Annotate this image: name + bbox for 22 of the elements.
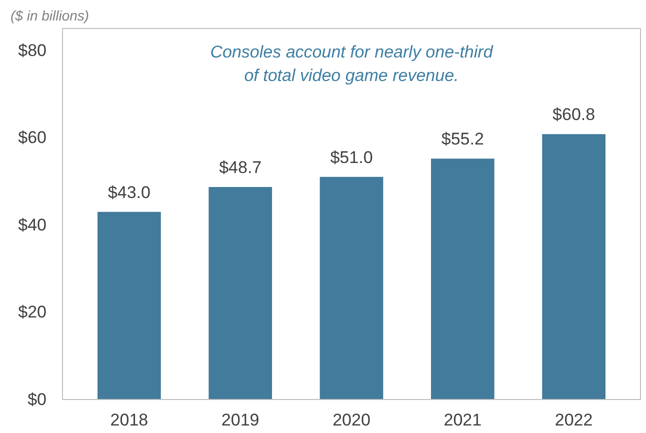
x-tick-label: 2020: [332, 410, 370, 430]
bar: [320, 176, 384, 400]
y-tick-label: $60: [18, 128, 47, 148]
bar: [542, 134, 606, 400]
data-label: $60.8: [552, 105, 596, 124]
data-label: $43.0: [108, 182, 150, 202]
bar: [98, 212, 161, 400]
y-tick-label: $40: [18, 215, 47, 234]
data-label: $55.2: [441, 130, 484, 149]
chart-subtitle: ($ in billions): [10, 8, 90, 24]
y-tick-label: $20: [18, 302, 47, 322]
y-tick-label: $0: [28, 390, 47, 409]
x-tick-label: 2021: [444, 410, 482, 430]
x-tick-label: 2022: [554, 410, 593, 430]
bar: [430, 158, 494, 400]
data-label: $48.7: [219, 158, 262, 177]
bar: [208, 186, 272, 400]
annotation: Consoles account for nearly one-third of total video game revenue.: [210, 42, 494, 86]
data-label: $51.0: [330, 148, 373, 167]
x-tick-label: 2018: [110, 410, 148, 430]
x-tick-label: 2019: [221, 410, 260, 430]
y-tick-label: $80: [18, 40, 47, 60]
